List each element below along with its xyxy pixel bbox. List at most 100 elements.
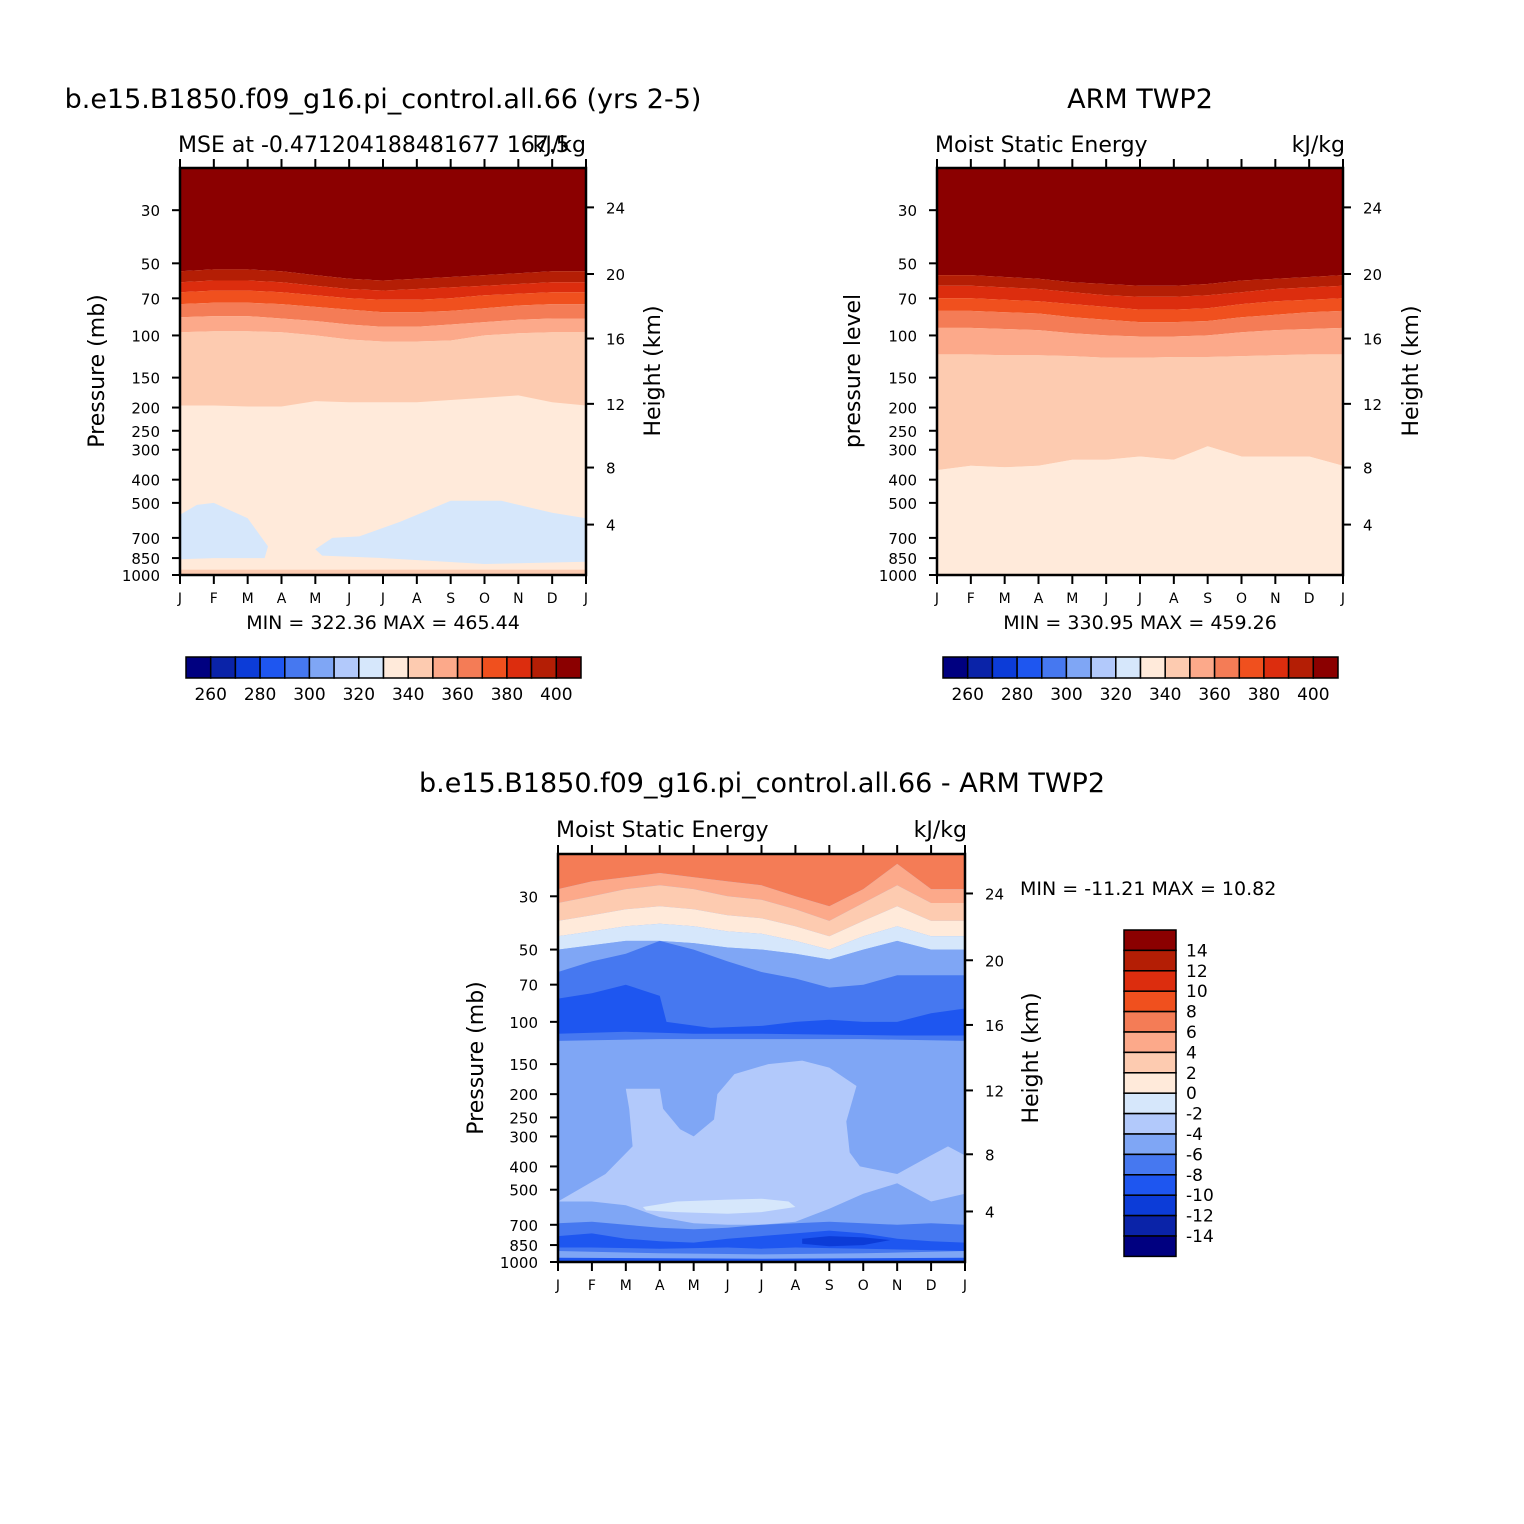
ytick-label: 200: [131, 400, 160, 418]
ytick-right-label: 4: [606, 517, 616, 535]
xtick-label: J: [1137, 591, 1142, 607]
ytick-label: 500: [131, 495, 160, 513]
colorbar-label: -2: [1186, 1105, 1203, 1125]
xtick-label: A: [412, 591, 422, 607]
colorbar-swatch: [456, 656, 484, 679]
ytick-label: 70: [898, 290, 917, 308]
xtick-label: J: [934, 591, 939, 607]
ytick-label: 30: [898, 202, 917, 220]
colorbar-swatch: [1123, 929, 1177, 952]
ytick-label: 1000: [879, 567, 917, 585]
xtick-label: S: [446, 591, 455, 607]
colorbar-swatch: [333, 656, 360, 679]
xtick-label: A: [277, 591, 287, 607]
ytick-label: 70: [141, 290, 160, 308]
panel-left-minmax: MIN = 322.36 MAX = 465.44: [246, 612, 520, 634]
contour-band: [558, 1060, 965, 1225]
colorbar-swatch: [1164, 656, 1191, 679]
colorbar-label: -8: [1186, 1166, 1203, 1186]
xtick-label: J: [555, 1278, 560, 1294]
panel-left-subtitle: MSE at -0.471204188481677 167.5: [178, 133, 570, 158]
ytick-right-label: 4: [985, 1203, 995, 1221]
contour-band: [558, 984, 965, 1036]
colorbar-swatch: [407, 656, 434, 679]
ytick-label: 1000: [122, 567, 160, 585]
colorbar-label: 360: [1198, 685, 1230, 705]
ytick-label: 150: [509, 1056, 538, 1074]
colorbar-swatch: [358, 656, 385, 679]
ytick-label: 150: [888, 370, 917, 388]
colorbar-swatch: [1123, 970, 1177, 992]
colorbar-swatch: [209, 656, 237, 679]
ytick-right-label: 20: [1363, 266, 1382, 284]
xtick-label: J: [346, 591, 351, 607]
panel-right-colorbar: 260 280 300 320 340 360 380 400: [942, 656, 1339, 705]
ytick-right-label: 16: [985, 1017, 1004, 1035]
colorbar-swatch: [382, 656, 409, 679]
colorbar-label: 360: [441, 685, 473, 705]
contour-band: [558, 863, 965, 921]
colorbar-swatch: [1123, 1194, 1177, 1217]
panel-right-title: ARM TWP2: [1067, 84, 1213, 115]
ytick-right-label: 4: [1363, 517, 1373, 535]
panel-bottom: b.e15.B1850.f09_g16.pi_control.all.66 - …: [419, 768, 1276, 1294]
xtick-label: J: [1103, 591, 1108, 607]
xtick-label: M: [688, 1278, 700, 1294]
contour-band: [558, 906, 965, 950]
ytick-right-label: 12: [1363, 396, 1382, 414]
ytick-label: 700: [509, 1217, 538, 1235]
colorbar-swatch: [185, 656, 212, 679]
panel-right-contours: [937, 168, 1343, 575]
colorbar-label: -4: [1186, 1125, 1203, 1145]
colorbar-swatch: [1123, 1112, 1177, 1135]
colorbar-swatch: [1123, 1051, 1177, 1074]
xtick-label: J: [380, 591, 385, 607]
ytick-label: 400: [131, 472, 160, 490]
ytick-right-label: 8: [606, 460, 616, 478]
panel-bottom-ylabel: Pressure (mb): [464, 981, 489, 1135]
colorbar-swatch: [991, 656, 1018, 679]
contour-band: [315, 500, 586, 564]
ytick-label: 50: [141, 255, 160, 273]
colorbar-swatch: [1123, 1133, 1177, 1156]
xtick-label: O: [1236, 591, 1247, 607]
contour-band: [558, 940, 965, 985]
xtick-label: A: [791, 1278, 801, 1294]
colorbar-swatch: [1263, 656, 1290, 679]
ytick-right-label: 8: [985, 1146, 995, 1164]
colorbar-label: 400: [540, 685, 572, 705]
ytick-label: 700: [888, 530, 917, 548]
ytick-label: 150: [131, 370, 160, 388]
colorbar-swatch: [942, 656, 969, 679]
panel-left-contours: [180, 168, 586, 575]
xtick-label: D: [547, 591, 558, 607]
panel-bottom-subtitle: Moist Static Energy: [556, 818, 769, 843]
colorbar-label: 300: [1050, 685, 1082, 705]
colorbar-swatch: [1123, 949, 1177, 972]
contour-band: [180, 331, 586, 407]
xtick-label: D: [1304, 591, 1315, 607]
ytick-label: 250: [131, 423, 160, 441]
xtick-label: M: [1066, 591, 1078, 607]
colorbar-label: 320: [343, 685, 375, 705]
xtick-label: O: [858, 1278, 869, 1294]
ytick-label: 850: [509, 1237, 538, 1255]
colorbar-swatch: [506, 656, 533, 679]
ytick-label: 700: [131, 530, 160, 548]
colorbar-swatch: [1123, 990, 1177, 1013]
contour-band: [937, 285, 1343, 310]
contour-band: [558, 885, 965, 937]
panel-right-ylabel-right: Height (km): [1399, 305, 1424, 436]
colorbar-swatch: [966, 656, 994, 679]
colorbar-label: 340: [392, 685, 424, 705]
colorbar-swatch: [1090, 656, 1117, 679]
contour-band: [937, 275, 1343, 297]
colorbar-label: 400: [1297, 685, 1329, 705]
ytick-label: 1000: [500, 1254, 538, 1272]
colorbar-label: 320: [1100, 685, 1132, 705]
ytick-label: 200: [888, 400, 917, 418]
contour-band: [180, 168, 586, 281]
contour-band: [642, 1198, 796, 1214]
